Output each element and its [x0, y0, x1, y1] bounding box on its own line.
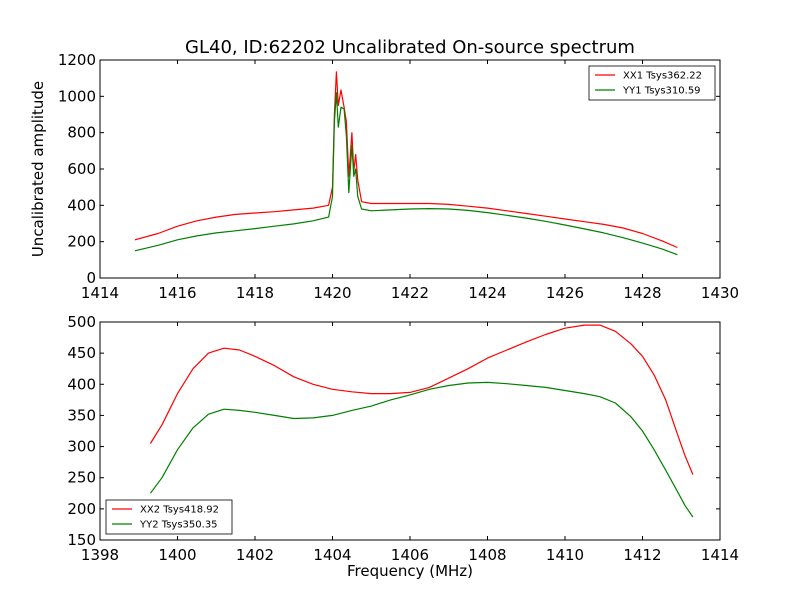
legend-label: XX1 Tsys362.22 — [623, 71, 702, 82]
y-tick-label: 800 — [67, 124, 96, 142]
y-tick-label: 600 — [67, 160, 96, 178]
x-tick-label: 1408 — [468, 546, 506, 564]
y-tick-label: 200 — [67, 500, 96, 518]
x-tick-label: 1406 — [391, 546, 429, 564]
x-tick-label: 1416 — [158, 284, 196, 302]
y-tick-label: 500 — [67, 313, 96, 331]
x-tick-label: 1398 — [81, 546, 119, 564]
y-tick-label: 1000 — [58, 87, 96, 105]
series-line-xx2 — [149, 324, 694, 475]
legend-label: XX2 Tsys418.92 — [140, 505, 219, 516]
x-axis-label: Frequency (MHz) — [347, 562, 473, 580]
y-tick-label: 250 — [67, 469, 96, 487]
x-tick-label: 1412 — [623, 546, 661, 564]
x-tick-label: 1430 — [701, 284, 739, 302]
legend: XX2 Tsys418.92 YY2 Tsys350.35 — [105, 499, 233, 535]
x-tick-label: 1426 — [546, 284, 584, 302]
series-line-yy1 — [134, 92, 678, 256]
x-tick-label: 1400 — [158, 546, 196, 564]
x-tick-label: 1420 — [313, 284, 351, 302]
x-tick-label: 1422 — [391, 284, 429, 302]
y-tick-label: 300 — [67, 438, 96, 456]
x-tick-label: 1414 — [701, 546, 739, 564]
x-tick-label: 1418 — [236, 284, 274, 302]
y-tick-label: 200 — [67, 233, 96, 251]
y-tick-label: 400 — [67, 196, 96, 214]
y-tick-label: 350 — [67, 406, 96, 424]
x-tick-label: 1414 — [81, 284, 119, 302]
y-axis-label: Uncalibrated amplitude — [29, 81, 47, 257]
legend-box — [105, 499, 233, 535]
y-tick-label: 1200 — [58, 51, 96, 69]
top-plot: 1414 1416 1418 1420 1422 1424 1426 1428 1430 0 200… — [29, 51, 739, 302]
series-line-yy2 — [149, 381, 694, 518]
bottom-plot: 1398 1400 1402 1404 1406 1408 1410 1412 1414 150 2… — [67, 313, 739, 580]
legend-label: YY2 Tsys350.35 — [139, 520, 218, 531]
y-tick-label: 150 — [67, 531, 96, 549]
chart-title: GL40, ID:62202 Uncalibrated On-source sp… — [185, 37, 635, 58]
legend: XX1 Tsys362.22 YY1 Tsys310.59 — [588, 65, 716, 101]
y-tick-label: 0 — [86, 269, 96, 287]
legend-label: YY1 Tsys310.59 — [622, 86, 701, 97]
x-tick-label: 1404 — [313, 546, 351, 564]
x-tick-label: 1410 — [546, 546, 584, 564]
x-tick-label: 1424 — [468, 284, 506, 302]
legend-box — [588, 65, 716, 101]
x-tick-label: 1428 — [623, 284, 661, 302]
y-tick-label: 400 — [67, 375, 96, 393]
x-tick-label: 1402 — [236, 546, 274, 564]
y-tick-label: 450 — [67, 344, 96, 362]
